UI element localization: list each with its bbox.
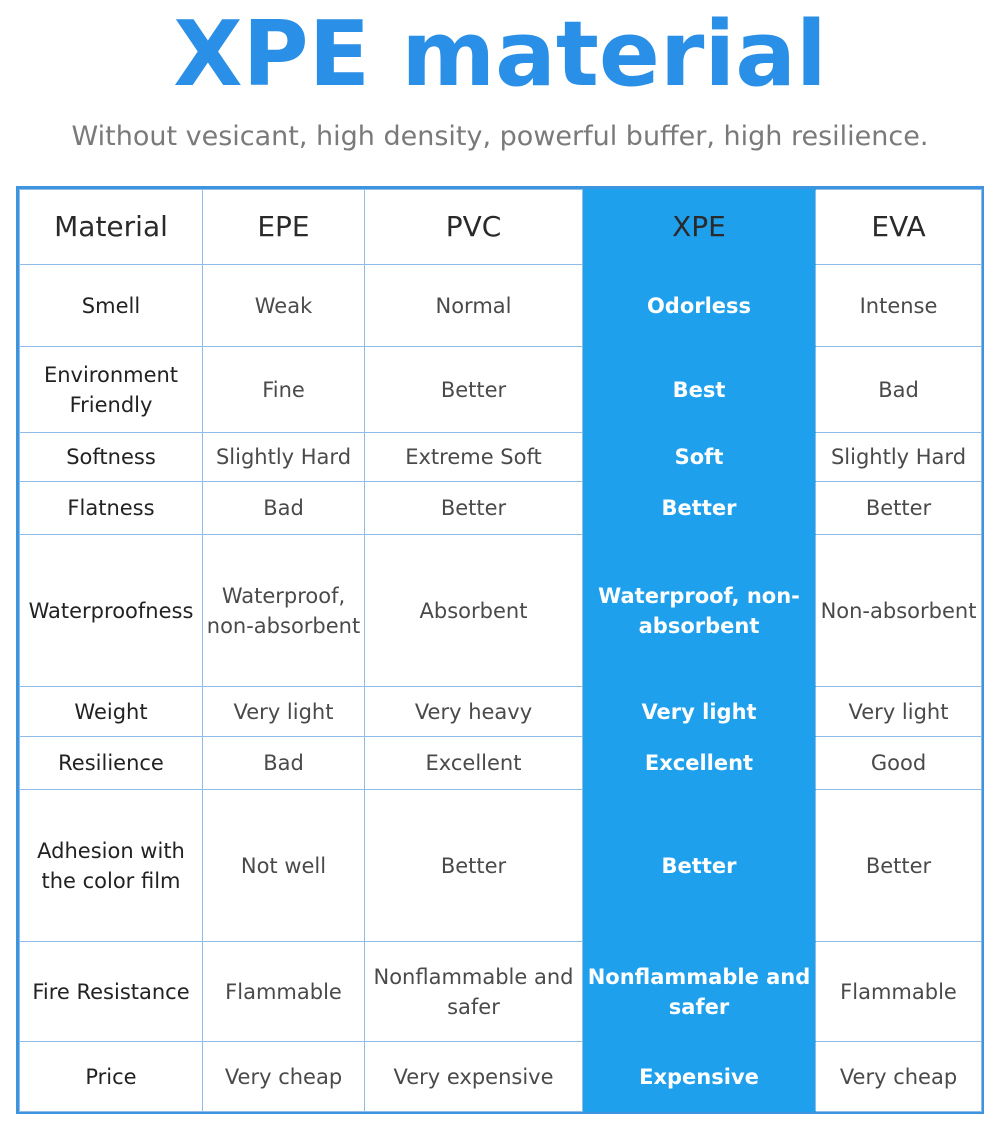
- cell-epe: Bad: [202, 736, 365, 790]
- cell-epe: Very cheap: [202, 1041, 365, 1112]
- header-material: Material: [19, 189, 203, 265]
- cell-epe: Waterproof, non-absorbent: [202, 534, 365, 687]
- table-row: Smell Weak Normal Odorless Intense: [19, 264, 982, 347]
- cell-pvc: Better: [364, 789, 583, 942]
- cell-eva: Better: [815, 481, 982, 535]
- row-label: Softness: [19, 432, 203, 482]
- cell-xpe: Waterproof, non-absorbent: [582, 534, 816, 687]
- cell-epe: Slightly Hard: [202, 432, 365, 482]
- header-eva: EVA: [815, 189, 982, 265]
- table-row: Price Very cheap Very expensive Expensiv…: [19, 1041, 982, 1112]
- cell-pvc: Extreme Soft: [364, 432, 583, 482]
- table-row: Environment Friendly Fine Better Best Ba…: [19, 346, 982, 433]
- cell-eva: Non-absorbent: [815, 534, 982, 687]
- cell-xpe: Best: [582, 346, 816, 433]
- page-title: XPE material: [173, 2, 827, 107]
- table-row: Softness Slightly Hard Extreme Soft Soft…: [19, 432, 982, 482]
- cell-eva: Slightly Hard: [815, 432, 982, 482]
- cell-epe: Very light: [202, 686, 365, 737]
- header-epe: EPE: [202, 189, 365, 265]
- cell-eva: Flammable: [815, 941, 982, 1042]
- cell-xpe: Nonflammable and safer: [582, 941, 816, 1042]
- table-row: Resilience Bad Excellent Excellent Good: [19, 736, 982, 790]
- cell-eva: Very cheap: [815, 1041, 982, 1112]
- cell-xpe: Very light: [582, 686, 816, 737]
- table-row: Adhesion with the color film Not well Be…: [19, 789, 982, 942]
- table-header-row: Material EPE PVC XPE EVA: [19, 189, 982, 265]
- row-label: Environment Friendly: [19, 346, 203, 433]
- cell-pvc: Better: [364, 481, 583, 535]
- table-row: Fire Resistance Flammable Nonflammable a…: [19, 941, 982, 1042]
- row-label: Waterproofness: [19, 534, 203, 687]
- row-label: Flatness: [19, 481, 203, 535]
- cell-pvc: Better: [364, 346, 583, 433]
- page-subtitle: Without vesicant, high density, powerful…: [71, 121, 929, 152]
- row-label: Weight: [19, 686, 203, 737]
- header-pvc: PVC: [364, 189, 583, 265]
- cell-eva: Intense: [815, 264, 982, 347]
- table-row: Flatness Bad Better Better Better: [19, 481, 982, 535]
- table-row: Waterproofness Waterproof, non-absorbent…: [19, 534, 982, 687]
- comparison-table: Material EPE PVC XPE EVA Smell Weak Norm…: [16, 186, 984, 1114]
- cell-xpe: Soft: [582, 432, 816, 482]
- table-row: Weight Very light Very heavy Very light …: [19, 686, 982, 737]
- header-xpe: XPE: [582, 189, 816, 265]
- cell-xpe: Expensive: [582, 1041, 816, 1112]
- row-label: Fire Resistance: [19, 941, 203, 1042]
- cell-pvc: Excellent: [364, 736, 583, 790]
- cell-epe: Weak: [202, 264, 365, 347]
- row-label: Adhesion with the color film: [19, 789, 203, 942]
- cell-epe: Not well: [202, 789, 365, 942]
- cell-xpe: Excellent: [582, 736, 816, 790]
- cell-eva: Better: [815, 789, 982, 942]
- cell-eva: Bad: [815, 346, 982, 433]
- cell-eva: Good: [815, 736, 982, 790]
- cell-pvc: Very heavy: [364, 686, 583, 737]
- cell-epe: Fine: [202, 346, 365, 433]
- cell-pvc: Absorbent: [364, 534, 583, 687]
- cell-pvc: Normal: [364, 264, 583, 347]
- cell-xpe: Better: [582, 481, 816, 535]
- row-label: Resilience: [19, 736, 203, 790]
- cell-xpe: Better: [582, 789, 816, 942]
- cell-epe: Bad: [202, 481, 365, 535]
- row-label: Smell: [19, 264, 203, 347]
- cell-pvc: Very expensive: [364, 1041, 583, 1112]
- cell-xpe: Odorless: [582, 264, 816, 347]
- cell-pvc: Nonflammable and safer: [364, 941, 583, 1042]
- row-label: Price: [19, 1041, 203, 1112]
- cell-epe: Flammable: [202, 941, 365, 1042]
- cell-eva: Very light: [815, 686, 982, 737]
